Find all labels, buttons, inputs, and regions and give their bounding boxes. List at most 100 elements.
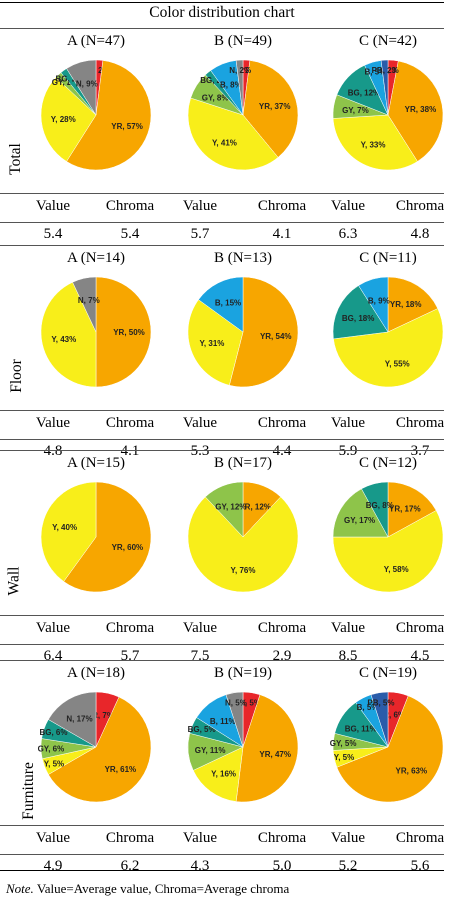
pie-slice-label: Y, 5% bbox=[334, 753, 354, 762]
pie-slice-label: GY, 11% bbox=[195, 746, 226, 755]
pie-slice-label: YR, 61% bbox=[105, 765, 137, 774]
pie-slice-n bbox=[48, 691, 97, 748]
pie-slice-label: GY, 6% bbox=[38, 744, 65, 753]
pie-slice-label: YR, 57% bbox=[111, 122, 143, 131]
table-rule bbox=[0, 660, 444, 661]
pie-slice-label: B, 15% bbox=[215, 299, 241, 308]
pie-slice-label: Y, 5% bbox=[44, 759, 64, 768]
table-note: Note. Value=Average value, Chroma=Averag… bbox=[6, 881, 289, 897]
pie-slice-y bbox=[187, 97, 279, 171]
group-header: B (N=13) bbox=[213, 250, 273, 266]
chroma-header: Chroma bbox=[395, 415, 445, 431]
value-header: Value bbox=[35, 415, 71, 431]
pie-slice-label: BG, 2% bbox=[55, 75, 83, 84]
pie-slice-gy bbox=[332, 488, 389, 538]
pie-slice-n bbox=[66, 59, 97, 116]
pie-slice-label: Y, 76% bbox=[231, 566, 256, 575]
pie-slice-b bbox=[198, 276, 244, 333]
pie-slice-label: Y, 31% bbox=[199, 339, 224, 348]
value-stat: 7.5 bbox=[190, 648, 210, 664]
pie-slice-y bbox=[192, 746, 244, 802]
pie-slice-label: GY, 17% bbox=[344, 516, 375, 525]
pie-slice-b bbox=[358, 276, 389, 333]
value-stat: 5.3 bbox=[190, 443, 210, 459]
pie-chart: YR, 18% Y, 55% BG, 18% B, 9% bbox=[332, 276, 444, 388]
pie-slice-label: Y, 33% bbox=[361, 140, 386, 149]
row-label-floor: Floor bbox=[0, 359, 26, 393]
group-header: C (N=12) bbox=[358, 455, 418, 471]
pie-chart: R, 3% YR, 38% Y, 33% GY, 7% BG, 12% B, 5%PB, … bbox=[332, 59, 444, 171]
chroma-header: Chroma bbox=[395, 198, 445, 214]
pie-slice-label: R, 6% bbox=[383, 711, 405, 720]
table-rule bbox=[0, 410, 444, 411]
pie-slice-label: R, 5% bbox=[239, 698, 261, 707]
pie-slice-label: YR, 37% bbox=[259, 102, 291, 111]
value-stat: 5.7 bbox=[190, 226, 210, 242]
group-header: A (N=15) bbox=[66, 455, 126, 471]
row-label-text: Floor bbox=[7, 359, 25, 393]
chroma-header: Chroma bbox=[257, 415, 307, 431]
pie-slice-label: YR, 18% bbox=[390, 300, 422, 309]
pie-chart: R, 5% YR, 47% Y, 16% GY, 11% BG, 5%B, 11% N, … bbox=[188, 691, 299, 803]
pie-slice-label: R, 2% bbox=[235, 66, 257, 75]
table-rule bbox=[0, 854, 444, 855]
pie-slice-yr bbox=[387, 276, 439, 333]
pie-slice-label: BG, 18% bbox=[342, 314, 374, 323]
pie-slice-pb bbox=[380, 59, 389, 116]
chroma-stat: 4.1 bbox=[272, 226, 292, 242]
pie-slice-label: N, 7% bbox=[78, 296, 100, 305]
pie-chart: YR, 54% Y, 31% B, 15% bbox=[187, 276, 299, 388]
chroma-stat: 5.4 bbox=[120, 226, 140, 242]
chroma-header: Chroma bbox=[105, 415, 155, 431]
pie-slice-bg bbox=[361, 481, 389, 538]
pie-slice-label: BG, 2% bbox=[200, 76, 228, 85]
row-label-furniture: Furniture bbox=[0, 762, 37, 820]
pie-slice-label: Y, 16% bbox=[211, 770, 236, 779]
pie-slice-yr bbox=[66, 60, 152, 171]
pie-slice-label: PB, 5% bbox=[367, 698, 394, 707]
pie-slice-label: N, 17% bbox=[66, 714, 92, 723]
pie-slice-label: GY, 8% bbox=[202, 93, 229, 102]
value-header: Value bbox=[35, 620, 71, 636]
pie-slice-label: YR, 60% bbox=[112, 543, 144, 552]
value-header: Value bbox=[330, 830, 366, 846]
value-header: Value bbox=[182, 198, 218, 214]
table-rule bbox=[0, 439, 444, 440]
pie-slice-label: YR, 12% bbox=[239, 502, 271, 511]
chroma-header: Chroma bbox=[395, 830, 445, 846]
pie-slice-yr bbox=[242, 60, 299, 158]
value-stat: 4.3 bbox=[190, 858, 210, 874]
note-prefix: Note. bbox=[6, 881, 34, 896]
chroma-header: Chroma bbox=[257, 830, 307, 846]
pie-slice-label: GY, 5% bbox=[330, 739, 357, 748]
pie-slice-label: GY, 7% bbox=[342, 106, 369, 115]
group-header: B (N=49) bbox=[213, 33, 273, 49]
pie-slice-y bbox=[40, 281, 97, 388]
pie-chart: R, 2% YR, 37% Y, 41% GY, 8% BG, 2%B, 8% N, 2% bbox=[187, 59, 299, 171]
value-header: Value bbox=[330, 415, 366, 431]
group-header: C (N=11) bbox=[359, 250, 417, 266]
value-header: Value bbox=[330, 198, 366, 214]
value-stat: 5.9 bbox=[338, 443, 358, 459]
value-stat: 4.8 bbox=[43, 443, 63, 459]
group-header: B (N=17) bbox=[213, 455, 273, 471]
pie-slice-yr bbox=[235, 694, 299, 803]
value-stat: 6.3 bbox=[338, 226, 358, 242]
value-stat: 4.9 bbox=[43, 858, 63, 874]
pie-slice-gy bbox=[204, 481, 244, 538]
pie-slice-n bbox=[225, 691, 244, 748]
pie-slice-label: N, 5% bbox=[225, 698, 247, 707]
pie-slice-yr bbox=[48, 696, 152, 803]
group-header: C (N=19) bbox=[358, 665, 418, 681]
value-stat: 8.5 bbox=[338, 648, 358, 664]
table-rule bbox=[0, 2, 444, 3]
pie-slice-label: PB, 2% bbox=[372, 66, 399, 75]
pie-slice-yr bbox=[63, 481, 152, 593]
pie-slice-y bbox=[333, 308, 444, 388]
group-header: A (N=18) bbox=[66, 665, 126, 681]
table-rule bbox=[0, 245, 444, 246]
chroma-stat: 4.8 bbox=[410, 226, 430, 242]
pie-slice-y bbox=[187, 496, 299, 593]
pie-chart: R, 6% YR, 63% Y, 5% GY, 5% BG, 11% B, 5%PB, 5… bbox=[330, 691, 444, 803]
group-header: B (N=19) bbox=[213, 665, 273, 681]
